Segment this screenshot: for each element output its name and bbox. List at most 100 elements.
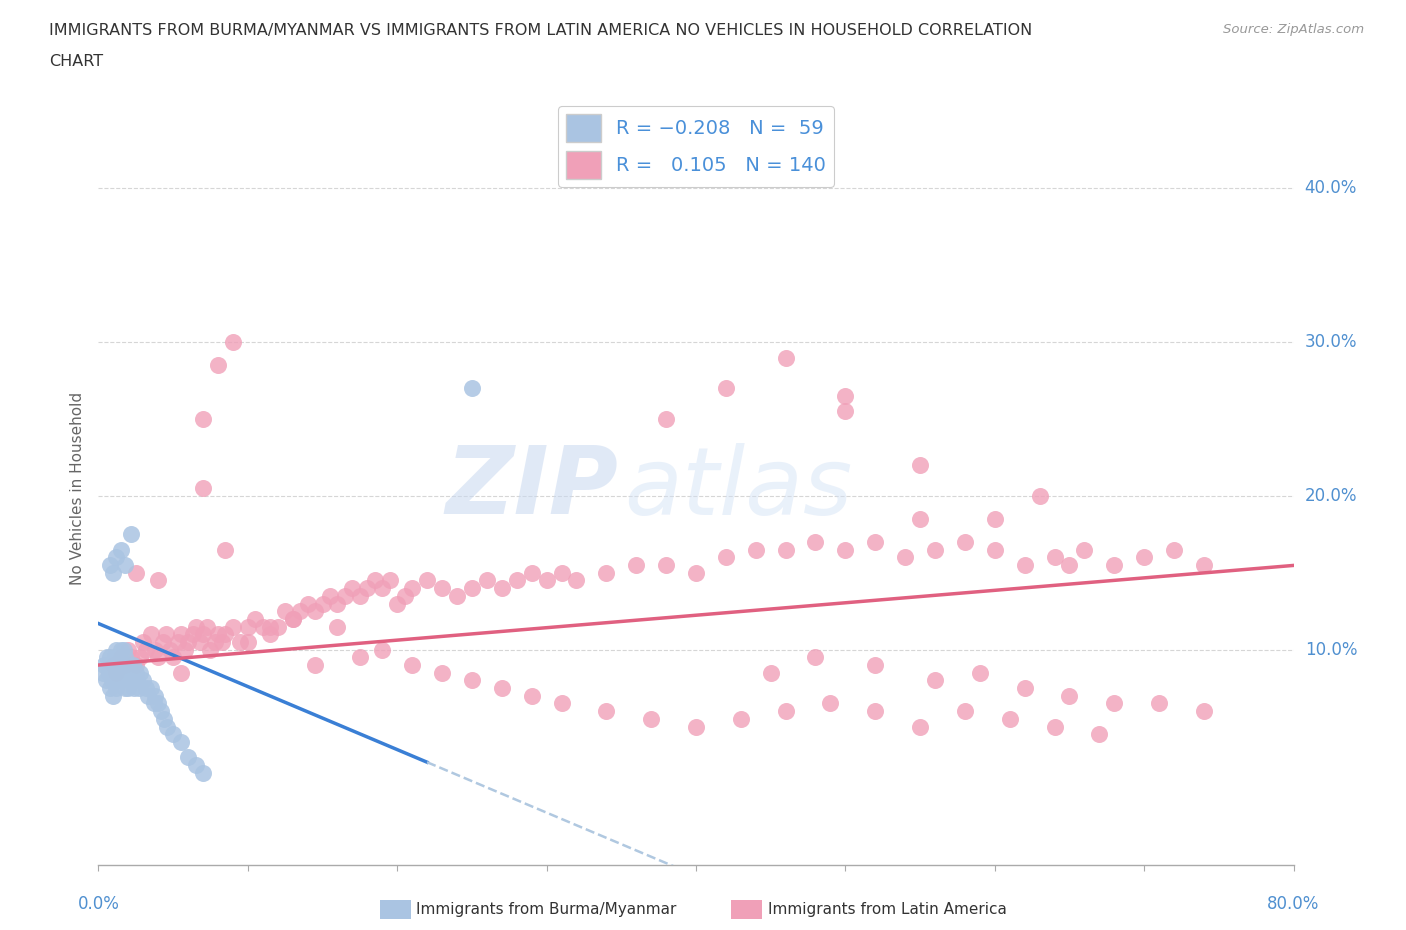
Text: 80.0%: 80.0% (1267, 896, 1320, 913)
Point (103, 658, 125, 672)
Point (371, 643, 394, 658)
Point (461, 381, 484, 396)
Point (595, 704, 617, 719)
Point (326, 596, 349, 611)
Point (924, 542, 946, 557)
Point (1043, 550, 1066, 565)
Point (184, 758, 207, 773)
Point (304, 658, 326, 672)
Point (191, 412, 214, 427)
Point (259, 619, 281, 634)
Point (105, 681, 128, 696)
Point (1192, 558, 1215, 573)
Point (1088, 726, 1111, 741)
Point (356, 580, 378, 595)
Point (115, 665, 138, 680)
Point (127, 673, 149, 688)
Point (908, 512, 931, 526)
Point (908, 719, 931, 734)
Point (775, 704, 797, 719)
Point (120, 650, 142, 665)
Point (401, 658, 423, 672)
Point (834, 404, 856, 418)
Point (110, 650, 132, 665)
Text: Immigrants from Burma/Myanmar: Immigrants from Burma/Myanmar (416, 902, 676, 917)
Point (401, 580, 423, 595)
Point (91, 665, 114, 680)
Text: IMMIGRANTS FROM BURMA/MYANMAR VS IMMIGRANTS FROM LATIN AMERICA NO VEHICLES IN HO: IMMIGRANTS FROM BURMA/MYANMAR VS IMMIGRA… (49, 23, 1032, 38)
Point (98, 558, 122, 573)
Point (214, 627, 236, 642)
Point (104, 665, 127, 680)
Point (125, 658, 148, 672)
Point (969, 665, 991, 680)
Point (222, 619, 245, 634)
Point (117, 643, 139, 658)
Point (143, 688, 166, 703)
Point (152, 634, 174, 649)
Point (114, 650, 136, 665)
Point (1133, 550, 1156, 565)
Point (166, 634, 188, 649)
Point (998, 711, 1021, 726)
Point (104, 650, 127, 665)
Point (97, 665, 120, 680)
Text: Source: ZipAtlas.com: Source: ZipAtlas.com (1223, 23, 1364, 36)
Point (207, 358, 229, 373)
Point (236, 619, 259, 634)
Point (125, 665, 148, 680)
Point (655, 412, 678, 427)
Point (1104, 696, 1126, 711)
Point (148, 650, 170, 665)
Point (550, 696, 572, 711)
Point (204, 634, 226, 649)
Point (108, 658, 131, 672)
Text: 40.0%: 40.0% (1305, 179, 1357, 197)
Point (229, 634, 252, 649)
Point (169, 735, 191, 750)
Point (148, 696, 170, 711)
Point (191, 765, 214, 780)
Point (191, 481, 214, 496)
Point (640, 711, 662, 726)
Point (128, 681, 150, 696)
Point (162, 650, 184, 665)
Point (129, 650, 152, 665)
Point (142, 696, 165, 711)
Point (311, 596, 333, 611)
Point (211, 634, 233, 649)
Point (103, 688, 125, 703)
Point (333, 589, 356, 604)
Point (252, 619, 274, 634)
Point (371, 580, 394, 595)
Point (129, 665, 152, 680)
Point (1043, 719, 1066, 734)
Point (103, 658, 125, 672)
Y-axis label: No Vehicles in Household: No Vehicles in Household (70, 392, 86, 585)
Point (908, 458, 931, 472)
Point (124, 681, 146, 696)
Point (105, 665, 128, 680)
Point (364, 573, 387, 588)
Point (177, 634, 200, 649)
Point (107, 665, 129, 680)
Point (188, 634, 211, 649)
Legend: R = −0.208   N =  59, R =   0.105   N = 140: R = −0.208 N = 59, R = 0.105 N = 140 (558, 106, 834, 187)
Point (349, 650, 371, 665)
Text: ZIP: ZIP (446, 443, 619, 534)
Point (394, 589, 416, 604)
Point (136, 688, 159, 703)
Point (181, 627, 204, 642)
Point (191, 627, 214, 642)
Text: 30.0%: 30.0% (1305, 333, 1357, 352)
Point (953, 704, 976, 719)
Text: 20.0%: 20.0% (1305, 487, 1357, 505)
Point (184, 619, 207, 634)
Point (169, 665, 191, 680)
Point (101, 673, 124, 688)
Point (565, 573, 588, 588)
Point (385, 596, 409, 611)
Point (430, 665, 453, 680)
Point (894, 550, 917, 565)
Point (132, 673, 155, 688)
